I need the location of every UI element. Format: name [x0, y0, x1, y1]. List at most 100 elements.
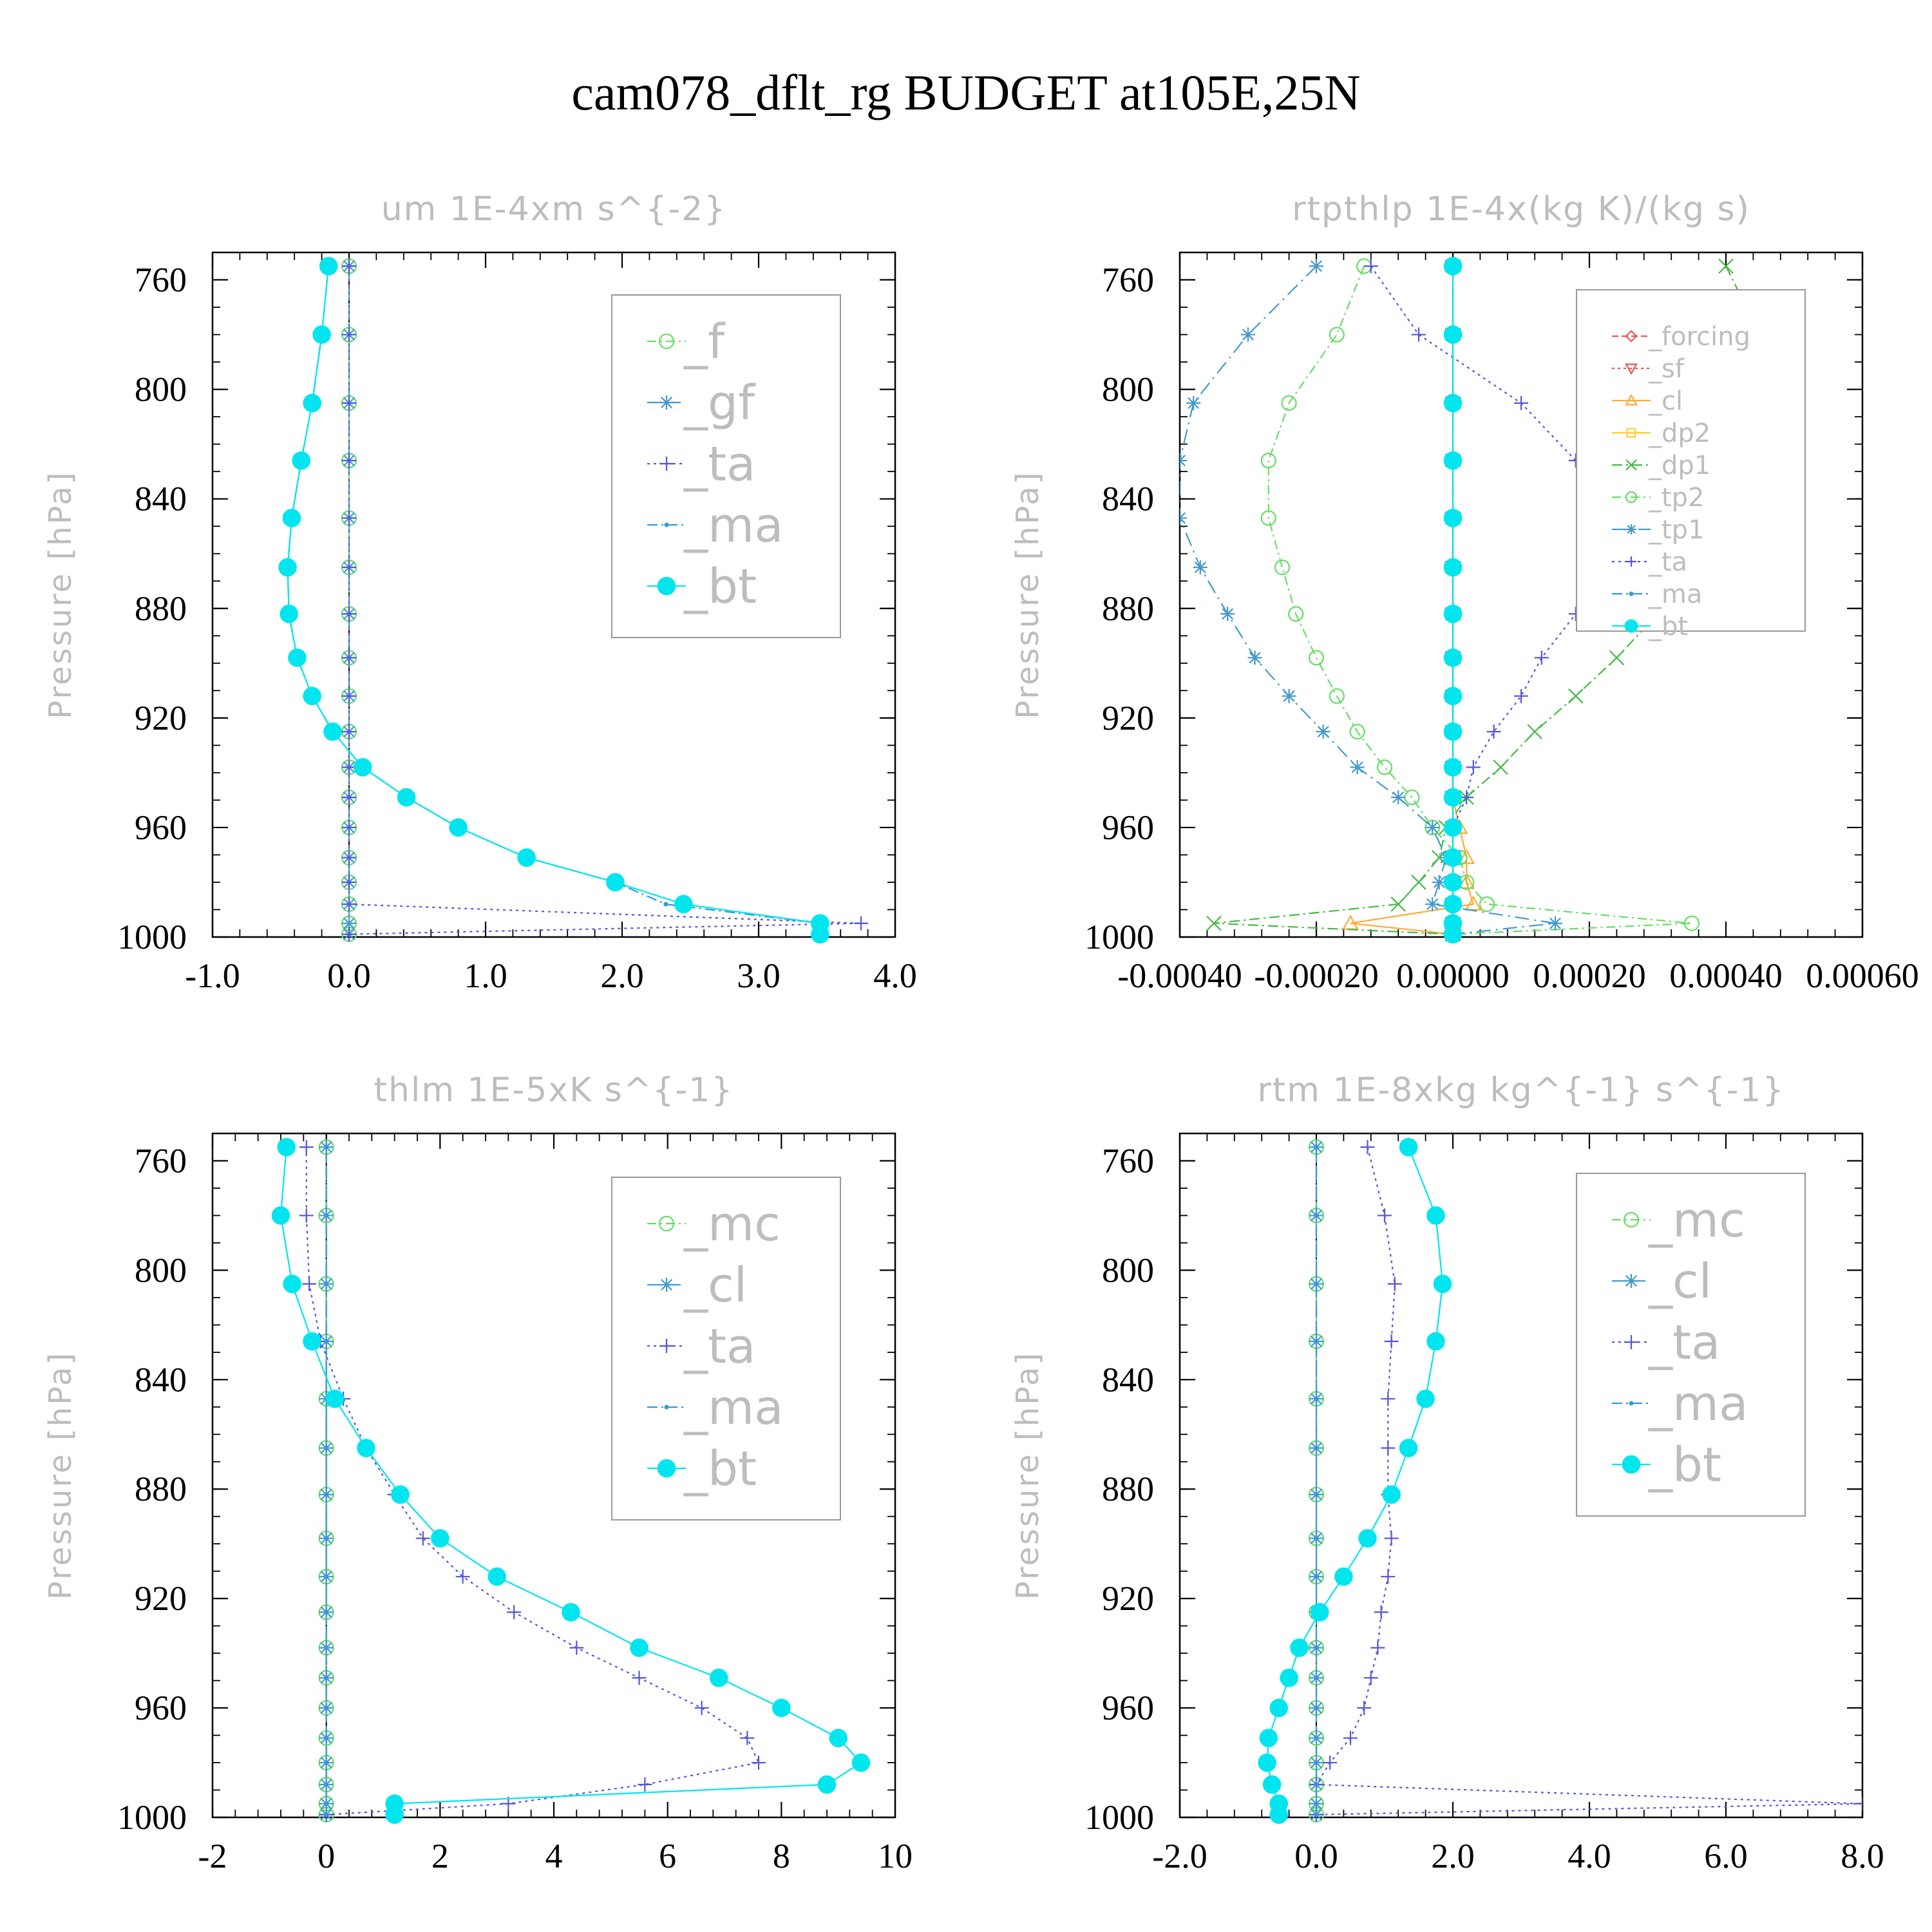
data-point-ta-shape — [1855, 1796, 1862, 1811]
data-point-ta — [342, 875, 356, 889]
data-point-ma — [324, 1492, 329, 1497]
data-point-ta-shape — [1323, 1756, 1338, 1770]
data-point-ma-shape — [1314, 1144, 1319, 1150]
data-point-ma — [1314, 1574, 1319, 1579]
data-point-ta-shape — [1514, 395, 1528, 410]
data-point-bt — [1262, 1775, 1282, 1794]
data-point-ta-shape — [1370, 1640, 1385, 1655]
data-point-bt — [1433, 1274, 1452, 1293]
legend-marker-ma-shape — [1629, 1401, 1634, 1406]
data-point-ma-shape — [1314, 1213, 1319, 1218]
data-point-bt-shape — [1443, 758, 1463, 777]
data-point-ta — [1514, 395, 1528, 410]
legend-label-gf: _gf — [683, 375, 756, 431]
x-tick-label: -0.00040 — [1117, 956, 1242, 995]
data-point-tp1 — [1282, 688, 1296, 703]
data-point-bt-shape — [319, 256, 338, 276]
data-point-tp2-shape — [1274, 559, 1291, 576]
y-tick-label: 760 — [135, 261, 187, 299]
legend-marker-ta — [659, 457, 674, 471]
data-point-dp1-shape — [1411, 875, 1426, 890]
data-point-bt-shape — [277, 1137, 296, 1157]
data-point-ta — [1466, 760, 1481, 775]
data-point-ma-shape — [1314, 1536, 1319, 1541]
data-point-bt-shape — [1259, 1728, 1278, 1748]
legend-marker-tp1-shape — [1626, 524, 1636, 535]
panel-title: rtm 1E-8xkg kg^{-1} s^{-1} — [1257, 1071, 1785, 1110]
y-tick-label: 840 — [1102, 480, 1154, 518]
data-point-bt-shape — [1443, 818, 1463, 837]
data-point-bt-shape — [817, 1775, 837, 1794]
data-point-ma — [324, 1144, 329, 1150]
data-point-bt-shape — [1269, 1805, 1288, 1824]
data-point-bt-shape — [1443, 788, 1463, 807]
data-point-ta — [1534, 650, 1549, 665]
series-group — [1258, 1137, 1862, 1824]
data-point-ta-shape — [1466, 760, 1481, 775]
data-point-bt — [1443, 393, 1463, 413]
data-point-ta — [1370, 1640, 1385, 1655]
legend-marker-gf — [659, 395, 674, 410]
legend: _f_gf _ta _ma _bt — [611, 294, 841, 638]
panel-title: thlm 1E-5xK s^{-1} — [374, 1071, 734, 1110]
data-point-ma — [324, 1705, 329, 1710]
data-point-ta — [740, 1730, 755, 1745]
legend-label-ta: _ta — [683, 437, 755, 492]
y-tick-label: 920 — [1102, 1579, 1154, 1618]
legend-label-dp2: _dp2 — [1648, 419, 1710, 448]
data-point-bt — [1443, 895, 1463, 914]
data-point-dp1-shape — [1568, 688, 1584, 704]
data-point-ta-shape — [299, 1208, 314, 1223]
data-point-ma-shape — [324, 1446, 329, 1451]
data-point-ma-shape — [324, 1801, 329, 1806]
data-point-ta — [299, 1208, 314, 1223]
legend-marker-ma — [664, 1405, 669, 1410]
legend-label-f: _f — [683, 314, 726, 370]
data-point-bt-shape — [1290, 1638, 1309, 1657]
data-point-ta — [1343, 1730, 1358, 1745]
legend-marker-forcing-shape — [1625, 330, 1638, 343]
data-point-bt-shape — [674, 895, 693, 914]
legend-marker-ta-shape — [659, 1339, 674, 1353]
data-point-ta-shape — [694, 1701, 709, 1716]
data-point-tp2 — [1274, 559, 1291, 576]
data-point-ma-shape — [324, 1282, 329, 1287]
data-point-ta — [1363, 1671, 1378, 1685]
y-tick-label: 840 — [135, 1360, 187, 1399]
legend-label-bt: _bt — [1648, 612, 1688, 641]
data-point-ma-shape — [324, 1574, 329, 1579]
legend-marker-ta — [1626, 556, 1636, 567]
x-tick-label: -2 — [198, 1837, 227, 1875]
y-tick-label: 960 — [1102, 1689, 1154, 1727]
data-point-bt — [303, 687, 322, 706]
data-point-dp1-shape — [1493, 759, 1508, 775]
data-point-ma — [663, 902, 668, 907]
legend-label-dp1: _dp1 — [1648, 451, 1710, 480]
data-point-bt — [1334, 1567, 1353, 1586]
y-tick-label: 1000 — [117, 1798, 187, 1837]
data-point-bt — [1443, 758, 1463, 777]
x-tick-label: 4.0 — [873, 956, 917, 995]
data-point-ma — [324, 1213, 329, 1218]
data-point-dp1-shape — [1206, 915, 1222, 931]
data-point-bt-shape — [278, 558, 297, 577]
data-point-bt-shape — [303, 1332, 321, 1351]
legend-marker-ma-shape — [664, 522, 669, 527]
legend-marker-forcing — [1625, 330, 1638, 343]
legend-box — [1576, 289, 1806, 632]
x-tick-label: 0.00060 — [1806, 956, 1919, 995]
data-point-bt-shape — [357, 1439, 375, 1457]
legend-marker-ta — [1624, 1335, 1638, 1349]
data-point-bt-shape — [517, 848, 536, 867]
data-point-dp1 — [1527, 724, 1542, 739]
data-point-ta-shape — [1363, 259, 1378, 274]
y-tick-label: 960 — [135, 808, 187, 847]
data-point-bt — [1443, 687, 1463, 706]
data-point-bt — [1426, 1206, 1445, 1225]
data-point-ma-shape — [324, 1536, 329, 1541]
data-point-bt — [1443, 604, 1463, 623]
data-point-bt — [1259, 1728, 1278, 1748]
y-tick-label: 800 — [135, 1251, 187, 1289]
data-point-bt-shape — [1426, 1332, 1445, 1351]
data-point-ma-shape — [324, 1213, 329, 1218]
